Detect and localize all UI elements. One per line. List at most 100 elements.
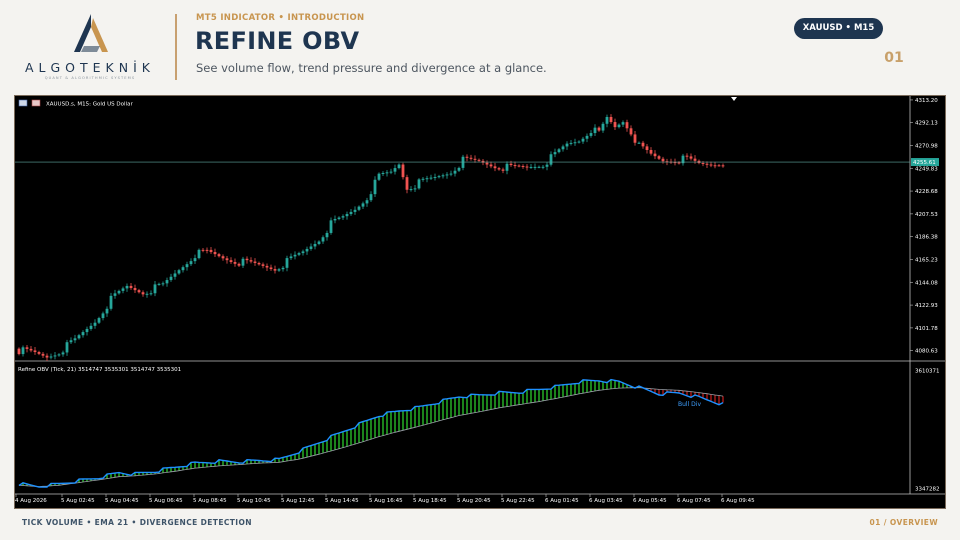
candle-body bbox=[593, 127, 597, 134]
candle-body bbox=[713, 165, 717, 167]
candle-body bbox=[145, 293, 149, 295]
time-axis-label: 5 Aug 20:45 bbox=[457, 498, 491, 504]
candle-body bbox=[693, 158, 697, 161]
ema-line bbox=[18, 387, 724, 488]
candle-body bbox=[37, 352, 41, 354]
candle-body bbox=[357, 206, 361, 210]
candle-body bbox=[329, 220, 333, 233]
candle-body bbox=[397, 164, 401, 169]
candle-body bbox=[673, 162, 677, 164]
time-axis-label: 5 Aug 14:45 bbox=[325, 498, 359, 504]
candle-body bbox=[81, 332, 85, 336]
candle-body bbox=[605, 116, 609, 124]
candle-body bbox=[361, 203, 365, 207]
candle-body bbox=[549, 154, 553, 165]
time-axis-label: 5 Aug 02:45 bbox=[61, 498, 95, 504]
candle-body bbox=[193, 258, 197, 262]
candle-body bbox=[601, 123, 605, 131]
candle-body bbox=[321, 237, 325, 242]
chart-menu-icon[interactable] bbox=[18, 99, 28, 107]
time-axis-label: 5 Aug 10:45 bbox=[237, 498, 271, 504]
time-axis-label: 6 Aug 03:45 bbox=[589, 498, 623, 504]
candle-body bbox=[21, 347, 25, 355]
price-tick-label: 4228.68 bbox=[915, 189, 938, 195]
candle-body bbox=[509, 163, 513, 166]
candle-body bbox=[493, 166, 497, 169]
time-axis-label: 4 Aug 2026 bbox=[15, 498, 47, 504]
candle-body bbox=[61, 352, 65, 355]
candle-body bbox=[313, 243, 317, 247]
candle-body bbox=[73, 338, 77, 341]
candle-body bbox=[213, 252, 217, 255]
candle-body bbox=[17, 348, 21, 355]
candle-body bbox=[401, 164, 405, 178]
candle-body bbox=[105, 308, 109, 314]
candle-body bbox=[569, 142, 573, 144]
candle-body bbox=[677, 162, 681, 164]
candle-body bbox=[369, 194, 373, 201]
mt5-chart-window[interactable]: 4313.20 4292.13 4270.98 4249.83 4228.68 4207.… bbox=[14, 95, 946, 509]
candle-body bbox=[437, 176, 441, 178]
candle-body bbox=[409, 189, 413, 191]
time-axis-label: 6 Aug 05:45 bbox=[633, 498, 667, 504]
divergence-annotation: Bull Div bbox=[678, 401, 701, 408]
candle-body bbox=[581, 138, 585, 142]
candle-body bbox=[557, 149, 561, 153]
candle-body bbox=[101, 313, 105, 319]
time-axis-label: 6 Aug 01:45 bbox=[545, 498, 579, 504]
price-tick-label: 4313.20 bbox=[915, 98, 938, 104]
candle-body bbox=[205, 249, 209, 251]
candle-body bbox=[521, 166, 525, 168]
candle-body bbox=[217, 254, 221, 257]
candle-body bbox=[513, 165, 517, 167]
candle-body bbox=[345, 214, 349, 217]
candle-body bbox=[477, 159, 481, 161]
candle-body bbox=[197, 249, 201, 259]
candle-body bbox=[621, 122, 625, 125]
page-number: 01 bbox=[884, 50, 904, 66]
candle-body bbox=[109, 295, 113, 309]
candle-body bbox=[149, 293, 153, 295]
price-tick-label: 4144.08 bbox=[915, 280, 938, 286]
candle-body bbox=[289, 256, 293, 259]
mt5-chart[interactable]: 4313.20 4292.13 4270.98 4249.83 4228.68 4207.… bbox=[15, 96, 945, 508]
algoteknik-logo-icon bbox=[74, 14, 108, 52]
price-tick-label: 4165.23 bbox=[915, 257, 938, 263]
indicator-tick-label: 3610371 bbox=[915, 368, 940, 374]
candle-body bbox=[237, 263, 241, 266]
candle-body bbox=[209, 249, 213, 253]
candle-body bbox=[25, 347, 29, 349]
time-axis-label: 5 Aug 08:45 bbox=[193, 498, 227, 504]
candle-body bbox=[77, 335, 81, 339]
candle-body bbox=[377, 173, 381, 180]
candle-body bbox=[609, 116, 613, 123]
candle-body bbox=[529, 166, 533, 168]
time-axis-label: 6 Aug 09:45 bbox=[721, 498, 755, 504]
header-divider bbox=[175, 14, 177, 80]
candle-body bbox=[429, 177, 433, 179]
chart-title: XAUUSD.s, M15: Gold US Dollar bbox=[46, 102, 133, 108]
candle-body bbox=[505, 163, 509, 171]
candle-body bbox=[425, 178, 429, 180]
time-axis-label: 5 Aug 12:45 bbox=[281, 498, 315, 504]
candle-body bbox=[413, 188, 417, 190]
candle-body bbox=[457, 167, 461, 171]
price-tick-label: 4249.83 bbox=[915, 166, 938, 172]
candle-body bbox=[301, 251, 305, 254]
candle-body bbox=[41, 353, 45, 356]
time-axis-label: 5 Aug 22:45 bbox=[501, 498, 535, 504]
candle-body bbox=[469, 157, 473, 159]
candle-body bbox=[701, 163, 705, 165]
candle-body bbox=[617, 124, 621, 128]
candle-body bbox=[389, 171, 393, 173]
candle-body bbox=[449, 173, 453, 175]
candle-body bbox=[137, 290, 141, 293]
price-tick-label: 4292.13 bbox=[915, 121, 938, 127]
scroll-marker-icon[interactable] bbox=[731, 97, 737, 101]
brand-tagline: QUANT & ALGORITHMIC SYSTEMS bbox=[44, 76, 136, 80]
candle-body bbox=[85, 328, 89, 333]
chart-symbol-icon[interactable] bbox=[31, 99, 41, 107]
price-tick-label: 4186.38 bbox=[915, 235, 938, 241]
candle-body bbox=[121, 288, 125, 291]
header-eyebrow: MT5 INDICATOR • INTRODUCTION bbox=[196, 13, 365, 23]
